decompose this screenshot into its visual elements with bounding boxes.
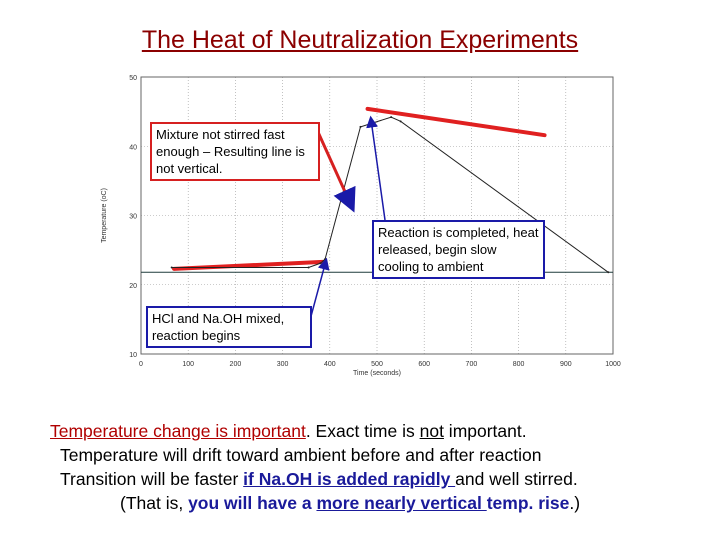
- data-point: [307, 266, 310, 269]
- annotation-mixed-text: HCl and Na.OH mixed, reaction begins: [152, 311, 285, 343]
- y-tick-label: 40: [129, 144, 137, 151]
- data-point: [399, 120, 402, 123]
- y-tick-label: 20: [129, 283, 137, 290]
- caption-line-1: Temperature change is important. Exact t…: [50, 420, 527, 442]
- x-tick-label: 100: [182, 361, 194, 368]
- data-point: [324, 258, 327, 261]
- x-tick-label: 300: [277, 361, 289, 368]
- x-tick-label: 500: [371, 361, 383, 368]
- x-tick-label: 600: [418, 361, 430, 368]
- caption-more-vertical: more nearly vertical: [316, 493, 487, 513]
- annotation-arrow: [366, 115, 386, 221]
- caption-line-3-text-a: Transition will be faster: [60, 469, 244, 489]
- data-point: [359, 125, 362, 128]
- annotation-arrow: [316, 131, 356, 213]
- data-point: [390, 116, 393, 119]
- caption-line-3: Transition will be faster if Na.OH is ad…: [60, 468, 578, 490]
- caption-line-1-text-a: . Exact time is: [305, 421, 420, 441]
- x-tick-label: 800: [513, 361, 525, 368]
- x-tick-label: 0: [139, 361, 143, 368]
- caption-line-4-text-b: .): [569, 493, 581, 513]
- caption-line-2-text: Temperature will drift toward ambient be…: [60, 445, 542, 465]
- caption-line-1-text-b: important.: [443, 421, 527, 441]
- extrapolation-line: [365, 106, 547, 138]
- caption-you-will-have: you will have a: [188, 493, 317, 513]
- plot-frame: [140, 76, 614, 355]
- y-tick-label: 50: [129, 75, 137, 82]
- y-tick-label: 30: [129, 214, 137, 221]
- y-axis-label: Temperature (oC): [101, 188, 108, 243]
- data-point: [319, 262, 322, 265]
- x-axis-label: Time (seconds): [353, 370, 401, 377]
- annotation-mixed: HCl and Na.OH mixed, reaction begins: [146, 306, 312, 348]
- caption-line-2: Temperature will drift toward ambient be…: [60, 444, 542, 466]
- page-title: The Heat of Neutralization Experiments: [141, 26, 579, 54]
- x-tick-label: 1000: [605, 361, 621, 368]
- caption-line-4-text-a: (That is,: [120, 493, 189, 513]
- x-tick-label: 700: [466, 361, 478, 368]
- x-tick-label: 400: [324, 361, 336, 368]
- x-tick-label: 200: [230, 361, 242, 368]
- caption-line-3-text-b: and well stirred.: [455, 469, 578, 489]
- caption-emphasis: Temperature change is important: [50, 421, 306, 441]
- data-point: [607, 271, 610, 274]
- annotation-reaction-completed: Reaction is completed, heat released, be…: [372, 220, 545, 279]
- caption-line-4: (That is, you will have a more nearly ve…: [120, 492, 580, 514]
- annotation-arrow: [309, 257, 330, 321]
- x-tick-label: 900: [560, 361, 572, 368]
- annotation-not-stirred-text: Mixture not stirred fast enough – Result…: [156, 127, 305, 176]
- annotation-reaction-completed-text: Reaction is completed, heat released, be…: [378, 225, 539, 274]
- caption-rapid-addition: if Na.OH is added rapidly: [243, 469, 456, 489]
- annotation-not-stirred: Mixture not stirred fast enough – Result…: [150, 122, 320, 181]
- data-point: [170, 266, 173, 269]
- caption-not: not: [419, 421, 444, 441]
- caption-temp-rise: temp. rise: [486, 493, 570, 513]
- y-tick-label: 10: [129, 352, 137, 359]
